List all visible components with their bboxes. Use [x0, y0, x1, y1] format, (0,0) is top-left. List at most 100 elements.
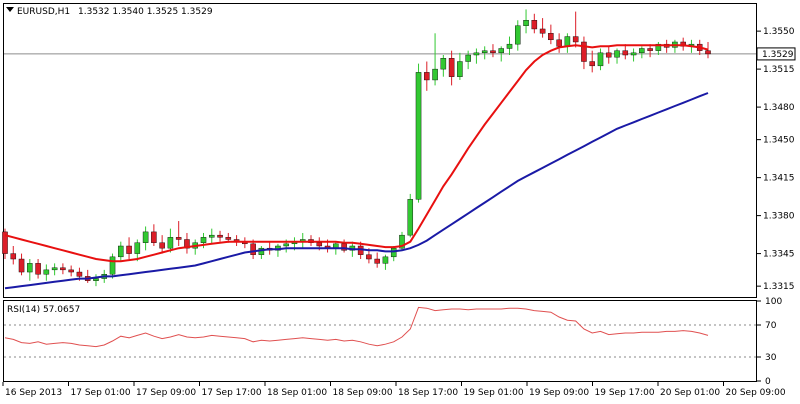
rsi-tick-label: 70	[765, 321, 777, 331]
candle-body-bear	[341, 243, 347, 251]
time-tick-label: 17 Sep 17:00	[202, 388, 262, 398]
candle	[18, 253, 25, 276]
candle	[266, 241, 273, 255]
candle	[209, 228, 215, 244]
candle	[159, 235, 165, 254]
candle	[68, 265, 74, 277]
slow-ma-line	[4, 92, 709, 290]
candle	[27, 259, 33, 281]
candle	[672, 39, 678, 53]
candle	[515, 20, 521, 51]
candle-body-bull	[564, 36, 571, 47]
current-price-text: 1.3529	[762, 50, 794, 60]
candle	[663, 39, 670, 53]
rsi-polyline	[4, 306, 709, 348]
price-tick-label: 1.3345	[763, 250, 795, 260]
time-tick-label: 18 Sep 17:00	[398, 388, 458, 398]
time-tick-label: 20 Sep 01:00	[660, 388, 720, 398]
candle-body-bull	[432, 68, 438, 81]
candle-body-bull	[109, 256, 116, 275]
candles	[2, 9, 711, 287]
candle-body-bear	[126, 245, 132, 254]
time-tick-label: 19 Sep 17:00	[595, 388, 655, 398]
candle-body-bull	[200, 237, 207, 243]
candle-body-bear	[581, 41, 587, 62]
candle-body-bear	[539, 28, 546, 34]
candle-body-bear	[572, 36, 579, 43]
candle-body-bear	[60, 267, 66, 271]
candle-body-bear	[605, 52, 612, 58]
price-panel-frame	[3, 3, 757, 298]
candle-body-bull	[209, 234, 215, 238]
candle	[390, 245, 397, 262]
symbol-timeframe: EURUSD,H1	[17, 7, 70, 17]
candle	[233, 235, 240, 246]
candle	[457, 52, 463, 80]
rsi-panel[interactable]: RSI(14) 57.0657	[3, 300, 757, 382]
candle-body-bull	[142, 231, 149, 243]
price-scale[interactable]: 1.3550 1.3515 1.3480 1.3450 1.3415 1.3380 1.33…	[757, 27, 795, 292]
candle	[556, 33, 562, 53]
candle	[10, 245, 17, 265]
candle	[242, 237, 248, 249]
candle	[647, 44, 653, 58]
price-tick-label: 1.3380	[763, 212, 795, 222]
candle	[424, 61, 430, 91]
candle	[341, 239, 347, 253]
candle-body-bull	[51, 267, 58, 271]
candle	[299, 232, 306, 249]
time-tick-label: 18 Sep 01:00	[267, 388, 327, 398]
candle-body-bull	[382, 256, 389, 264]
candle	[432, 33, 438, 86]
current-price-label: 1.3529	[756, 47, 796, 61]
candle-body-bull	[655, 43, 662, 51]
candle	[175, 221, 182, 246]
candle	[506, 36, 513, 56]
candle-body-bull	[630, 52, 637, 56]
candle	[126, 237, 132, 260]
candle	[564, 33, 571, 53]
time-scale[interactable]: 16 Sep 2013 17 Sep 01:00 17 Sep 09:00 17 Se…	[2, 382, 786, 398]
time-tick-label: 19 Sep 01:00	[464, 388, 524, 398]
candle-body-bear	[316, 242, 323, 247]
candle-body-bear	[76, 271, 83, 277]
candle-body-bull	[457, 61, 463, 77]
candle-body-bull	[134, 242, 141, 254]
candle-body-bear	[531, 20, 538, 30]
candle-body-bear	[10, 253, 17, 260]
candle-body-bear	[424, 72, 430, 81]
candle	[448, 50, 455, 86]
candle	[473, 48, 480, 64]
rsi-scale: 100 70 30 0	[757, 297, 782, 387]
price-panel[interactable]: EURUSD,H1 1.3532 1.3540 1.3525 1.3529	[2, 3, 757, 298]
collapse-triangle-icon[interactable]	[6, 7, 14, 12]
candle-body-bull	[390, 247, 397, 258]
candle-body-bull	[399, 234, 405, 249]
candle-body-bear	[490, 50, 496, 54]
current-price-box	[756, 47, 796, 61]
candle	[275, 243, 281, 257]
candle	[134, 239, 141, 262]
candle	[440, 55, 447, 77]
rsi-levels	[4, 324, 756, 358]
candle	[481, 46, 488, 60]
candle-body-bear	[250, 243, 256, 255]
candle-body-bear	[225, 237, 232, 240]
time-tick-label: 17 Sep 01:00	[71, 388, 131, 398]
candle	[84, 269, 91, 283]
ohlc-values: 1.3532 1.3540 1.3525 1.3529	[78, 7, 213, 17]
rsi-line	[4, 306, 709, 348]
candle-body-bear	[151, 231, 157, 243]
price-tick-label: 1.3450	[763, 136, 795, 146]
rsi-title: RSI(14) 57.0657	[7, 305, 80, 315]
price-tick-label: 1.3480	[763, 103, 795, 113]
candle	[581, 36, 587, 70]
moving-averages	[4, 44, 709, 290]
candle	[51, 263, 58, 276]
candle	[250, 239, 256, 260]
candle-body-bear	[589, 61, 595, 67]
price-tick-label: 1.3550	[763, 27, 795, 37]
candle	[465, 50, 471, 70]
candle	[655, 41, 662, 56]
